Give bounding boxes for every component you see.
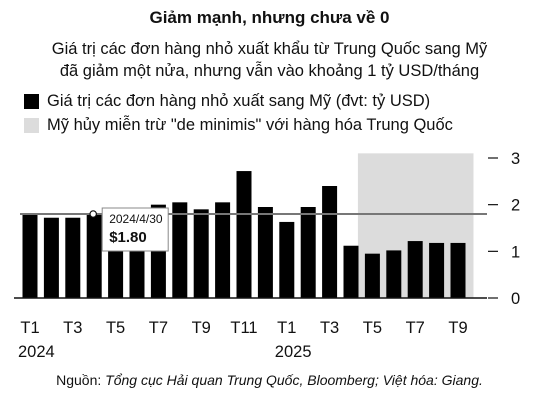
y-tick-label-0: 0 bbox=[511, 290, 520, 308]
bar-2024-04 bbox=[86, 214, 102, 298]
legend-swatch-shade bbox=[24, 118, 39, 133]
subtitle-line-2: đã giảm một nửa, nhưng vẫn vào khoảng 1 … bbox=[59, 62, 480, 80]
source-note: Nguồn: Tổng cục Hải quan Trung Quốc, Blo… bbox=[0, 372, 539, 388]
x-tick-label-2025-03: T3 bbox=[320, 319, 339, 337]
subtitle-line-1: Giá trị các đơn hàng nhỏ xuất khẩu từ Tr… bbox=[51, 40, 488, 58]
x-tick-label-2025-09: T9 bbox=[448, 319, 467, 337]
y-tick-label-2: 2 bbox=[511, 197, 520, 215]
bar-2025-06 bbox=[386, 250, 402, 298]
bar-2025-08 bbox=[429, 242, 445, 298]
bar-2024-08 bbox=[172, 202, 188, 298]
source-prefix: Nguồn: bbox=[56, 372, 106, 388]
bar-2024-12 bbox=[257, 207, 273, 298]
chart-subtitle: Giá trị các đơn hàng nhỏ xuất khẩu từ Tr… bbox=[0, 38, 539, 82]
callout-value: $1.80 bbox=[109, 229, 147, 246]
chart-title: Giảm mạnh, nhưng chưa về 0 bbox=[149, 8, 390, 27]
legend-item-shade: Mỹ hủy miễn trừ "de minimis" với hàng hó… bbox=[24, 116, 453, 135]
x-tick-label-2024-09: T9 bbox=[192, 319, 211, 337]
year-label-2025: 2025 bbox=[275, 343, 312, 361]
bar-2024-10 bbox=[215, 202, 231, 298]
year-label-2024: 2024 bbox=[18, 343, 55, 361]
bar-2025-04 bbox=[343, 245, 359, 298]
bar-2025-01 bbox=[279, 221, 295, 298]
y-tick-label-3: 3 bbox=[511, 150, 520, 168]
bar-2024-09 bbox=[193, 209, 209, 298]
x-tick-label-2024-05: T5 bbox=[106, 319, 125, 337]
x-tick-label-2024-03: T3 bbox=[63, 319, 82, 337]
x-tick-label-2024-07: T7 bbox=[149, 319, 168, 337]
x-tick-label-2024-01: T1 bbox=[20, 319, 39, 337]
bar-2025-03 bbox=[322, 186, 338, 298]
bar-2025-05 bbox=[364, 253, 380, 298]
callout-marker bbox=[89, 210, 98, 218]
bar-2025-09 bbox=[450, 242, 466, 298]
callout-box bbox=[101, 207, 169, 252]
x-tick-label-2025-05: T5 bbox=[363, 319, 382, 337]
x-tick-label-2024-11: T11 bbox=[230, 319, 257, 337]
bar-2024-02 bbox=[43, 217, 59, 298]
legend-swatch-bar bbox=[24, 94, 39, 109]
source-text: Tổng cục Hải quan Trung Quốc, Bloomberg;… bbox=[105, 372, 483, 388]
bar-2024-01 bbox=[22, 214, 38, 298]
bar-2024-03 bbox=[65, 217, 81, 298]
y-tick-label-1: 1 bbox=[511, 243, 520, 261]
callout-date: 2024/4/30 bbox=[109, 212, 163, 226]
legend-label-shade: Mỹ hủy miễn trừ "de minimis" với hàng hó… bbox=[47, 116, 453, 134]
legend-item-series: Giá trị các đơn hàng nhỏ xuất sang Mỹ (đ… bbox=[24, 92, 430, 111]
x-tick-label-2025-01: T1 bbox=[277, 319, 296, 337]
bar-2025-07 bbox=[407, 241, 423, 298]
legend-label-series: Giá trị các đơn hàng nhỏ xuất sang Mỹ (đ… bbox=[47, 92, 431, 110]
bar-2024-11 bbox=[236, 171, 252, 298]
bar-2025-02 bbox=[300, 207, 316, 298]
x-tick-label-2025-07: T7 bbox=[406, 319, 425, 337]
